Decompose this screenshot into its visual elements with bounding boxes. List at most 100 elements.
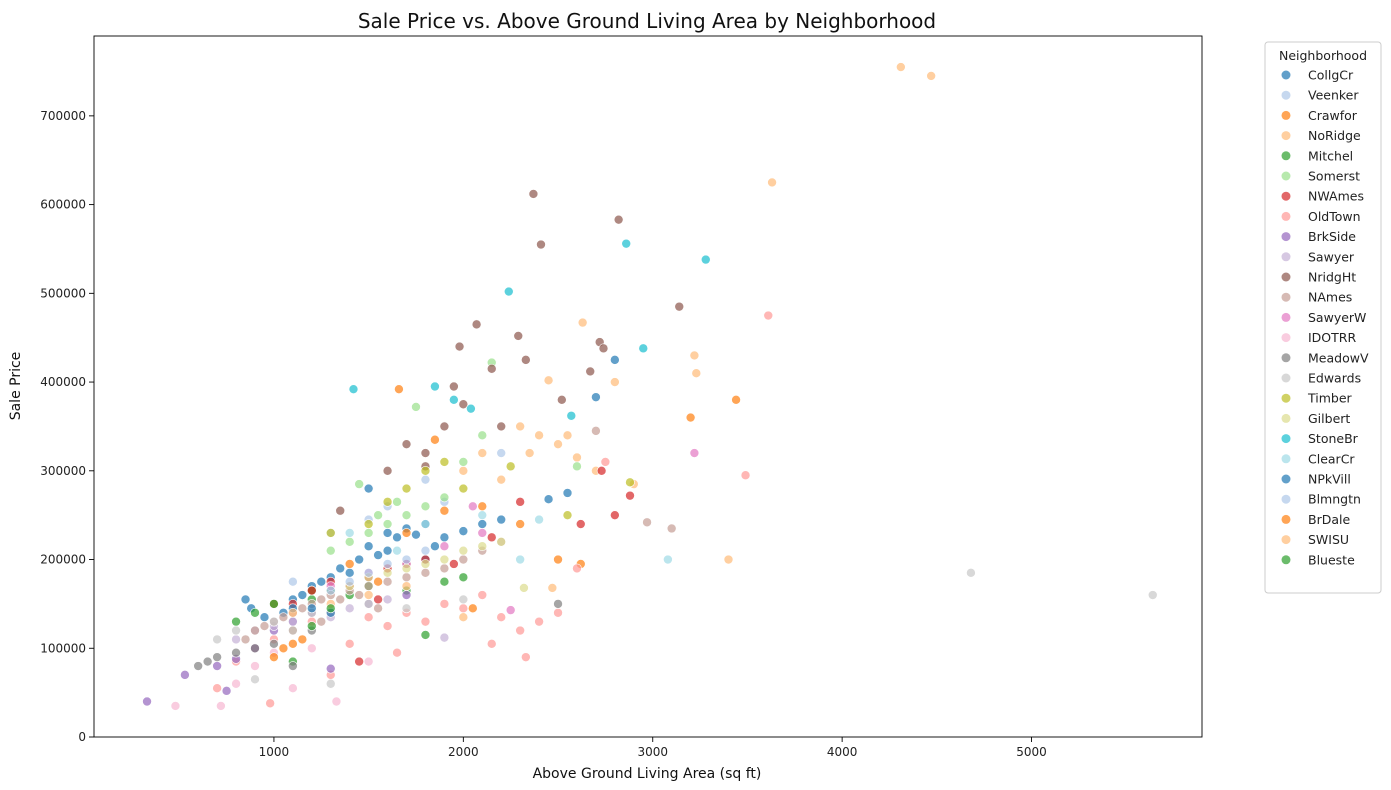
data-point xyxy=(553,599,563,609)
data-point xyxy=(439,599,450,609)
data-point xyxy=(723,554,734,565)
data-point xyxy=(401,439,412,449)
y-tick-label: 700000 xyxy=(40,109,86,123)
data-point xyxy=(524,448,535,458)
data-point xyxy=(439,541,450,552)
legend-marker xyxy=(1281,555,1291,565)
data-point xyxy=(382,559,393,569)
legend-marker xyxy=(1281,333,1291,343)
data-point xyxy=(216,701,226,711)
data-point xyxy=(674,301,685,312)
data-point xyxy=(420,568,431,578)
data-point xyxy=(553,439,563,449)
data-point xyxy=(515,554,525,565)
data-point xyxy=(477,541,488,552)
data-point xyxy=(170,701,181,711)
data-point xyxy=(557,395,567,405)
legend-items: CollgCr Veenker Crawfor NoRidge Mitchel Somer… xyxy=(1281,68,1369,567)
data-point xyxy=(288,576,298,587)
data-point xyxy=(458,594,469,605)
legend-marker xyxy=(1281,312,1291,322)
data-point xyxy=(363,590,374,600)
data-point xyxy=(401,603,412,614)
data-point xyxy=(265,698,275,709)
data-point xyxy=(663,554,673,565)
legend-item: NWAmes xyxy=(1281,189,1364,204)
data-point xyxy=(505,605,516,615)
legend-frame xyxy=(1264,41,1382,594)
data-point xyxy=(600,457,611,467)
data-point xyxy=(354,479,364,489)
legend-marker xyxy=(1281,90,1291,100)
data-point xyxy=(439,563,450,574)
legend-item: ClearCr xyxy=(1281,451,1355,466)
data-point xyxy=(477,590,488,600)
data-point xyxy=(528,189,539,199)
data-point xyxy=(689,448,700,458)
data-point xyxy=(642,517,652,528)
series-NoRidge xyxy=(458,62,936,565)
legend-marker xyxy=(1281,252,1291,262)
data-point xyxy=(250,661,260,671)
data-point xyxy=(394,384,404,394)
legend-marker xyxy=(1281,151,1291,161)
data-point xyxy=(496,421,507,432)
data-point xyxy=(458,603,469,614)
data-point xyxy=(344,603,355,614)
y-axis-title: Sale Price xyxy=(8,352,24,421)
data-point xyxy=(354,554,364,565)
data-point xyxy=(430,434,440,445)
data-point xyxy=(496,514,507,525)
legend-item: Sawyer xyxy=(1281,249,1355,264)
data-point xyxy=(420,519,431,529)
chart-title: Sale Price vs. Above Ground Living Area … xyxy=(358,9,936,33)
data-point xyxy=(401,528,412,538)
data-point xyxy=(496,612,507,623)
data-point xyxy=(731,395,741,405)
data-point xyxy=(700,254,711,265)
data-point xyxy=(297,634,308,645)
data-point xyxy=(392,532,402,543)
legend-label: IDOTRR xyxy=(1308,330,1356,345)
data-point xyxy=(767,177,777,188)
data-point xyxy=(335,594,346,605)
data-point xyxy=(610,377,620,387)
legend-item: CollgCr xyxy=(1281,68,1354,83)
data-point xyxy=(221,686,232,696)
data-point xyxy=(325,528,336,538)
legend-item: Timber xyxy=(1281,391,1353,406)
data-point xyxy=(420,559,431,569)
data-point xyxy=(382,621,393,631)
data-point xyxy=(142,696,152,707)
data-point xyxy=(325,545,336,556)
y-tick-label: 0 xyxy=(78,730,86,744)
data-point xyxy=(269,599,279,609)
legend: Neighborhood CollgCr Veenker Crawfor NoRidg… xyxy=(1264,41,1382,594)
data-point xyxy=(250,625,260,636)
data-point xyxy=(392,647,402,658)
legend-title: Neighborhood xyxy=(1279,48,1367,63)
data-point xyxy=(439,632,450,643)
legend-marker xyxy=(1281,232,1291,242)
data-point xyxy=(382,528,393,538)
legend-marker xyxy=(1281,434,1291,444)
data-point xyxy=(689,350,700,361)
data-point xyxy=(250,674,260,685)
data-point xyxy=(382,568,393,578)
data-point xyxy=(625,477,635,488)
data-point xyxy=(335,505,346,516)
data-point xyxy=(486,532,497,543)
data-point xyxy=(458,457,469,467)
data-point xyxy=(231,634,241,645)
data-point xyxy=(577,317,588,328)
data-point xyxy=(344,639,355,649)
data-point xyxy=(316,616,327,627)
legend-marker xyxy=(1281,474,1291,484)
data-point xyxy=(458,465,469,476)
data-point xyxy=(325,603,336,614)
data-point xyxy=(373,594,383,605)
legend-marker xyxy=(1281,514,1291,524)
data-point xyxy=(439,421,450,432)
data-point xyxy=(307,621,317,631)
data-point xyxy=(382,576,393,587)
